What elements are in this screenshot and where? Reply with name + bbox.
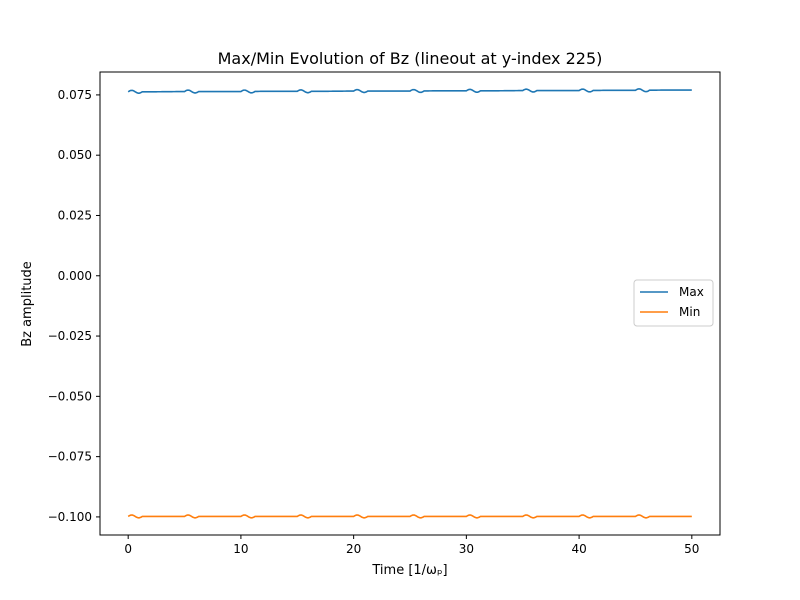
x-tick-label: 50 xyxy=(684,542,699,556)
chart-title: Max/Min Evolution of Bz (lineout at y-in… xyxy=(218,49,603,68)
y-tick-label: −0.075 xyxy=(48,450,92,464)
x-tick-label: 0 xyxy=(124,542,132,556)
legend-label-min: Min xyxy=(679,305,700,319)
y-axis-label: Bz amplitude xyxy=(20,261,35,347)
legend: Max Min xyxy=(633,279,714,327)
y-tick-label: 0.000 xyxy=(58,269,92,283)
legend-label-max: Max xyxy=(679,285,704,299)
axes-frame xyxy=(99,71,721,536)
y-tick-label: 0.075 xyxy=(58,88,92,102)
x-tick-label: 30 xyxy=(459,542,474,556)
y-tick-label: 0.025 xyxy=(58,208,92,222)
x-tick-label: 10 xyxy=(233,542,248,556)
plot-area: 0 10 20 30 40 50 −0.100 −0.075 −0.050 −0.025 0.000… xyxy=(48,71,721,556)
y-tick-label: 0.050 xyxy=(58,148,92,162)
series-line-max xyxy=(127,88,692,94)
x-axis-label: Time [1/ωₚ] xyxy=(371,563,447,578)
x-tick-label: 20 xyxy=(346,542,361,556)
y-tick-label: −0.025 xyxy=(48,329,92,343)
series-line-min xyxy=(127,514,692,519)
y-tick-label: −0.100 xyxy=(48,510,92,524)
y-tick-label: −0.050 xyxy=(48,389,92,403)
x-tick-label: 40 xyxy=(571,542,586,556)
